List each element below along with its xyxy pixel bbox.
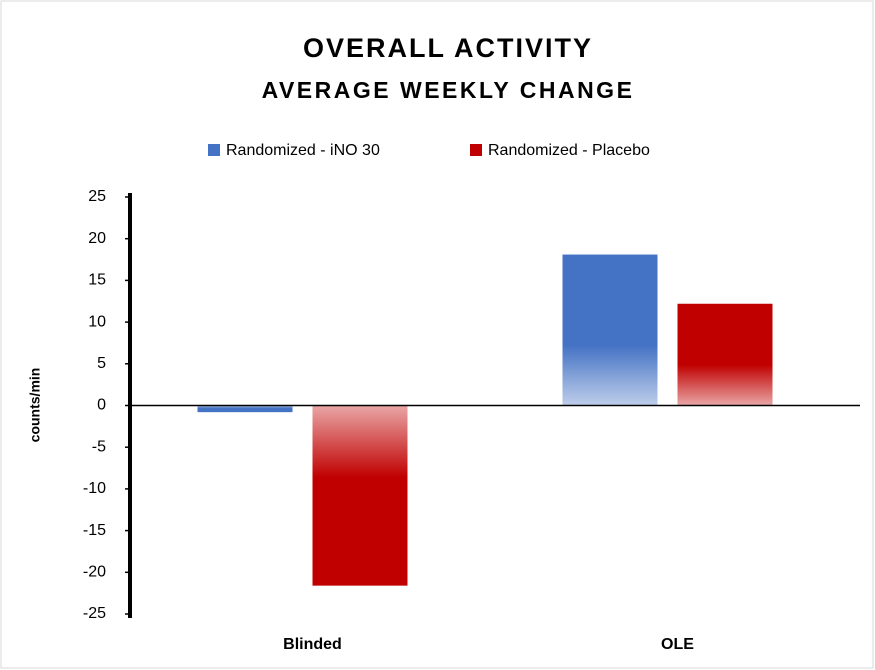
chart-title: OVERALL ACTIVITY [303,33,593,63]
chart-subtitle: AVERAGE WEEKLY CHANGE [262,77,635,103]
y-tick-label: -20 [83,564,106,581]
y-tick-label: 20 [88,230,106,247]
x-tick-label: Blinded [283,636,342,653]
y-tick-label: 5 [97,355,106,372]
legend-swatch [470,144,482,156]
y-axis-label: counts/min [27,368,43,443]
bar [562,254,658,406]
y-tick-label: 0 [97,397,106,414]
y-tick-label: -10 [83,480,106,497]
legend-swatch [208,144,220,156]
y-tick-label: -5 [92,438,106,455]
bar [197,405,293,413]
x-tick-label: OLE [661,636,694,653]
bar [677,303,773,406]
legend-label: Randomized - Placebo [488,142,650,159]
y-tick-label: -25 [83,605,106,622]
y-tick-label: 15 [88,272,106,289]
legend-label: Randomized - iNO 30 [226,142,380,159]
bar [312,405,408,586]
y-tick-label: 25 [88,188,106,205]
y-tick-label: 10 [88,313,106,330]
y-tick-label: -15 [83,522,106,539]
